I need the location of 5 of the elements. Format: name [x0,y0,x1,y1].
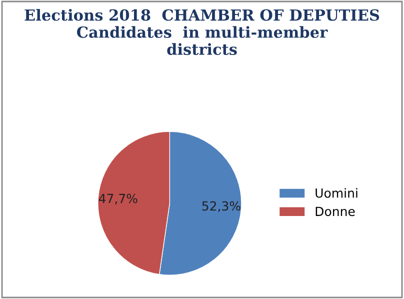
data-label: 52,3% [202,201,240,212]
legend-label: Donne [316,206,355,216]
legend-label: Uomini [316,188,358,198]
data-label: 47,7% [98,194,138,204]
chart-title: Elections 2018 CHAMBER OF DEPUTIES Candidates in multi-member districts [24,8,380,56]
